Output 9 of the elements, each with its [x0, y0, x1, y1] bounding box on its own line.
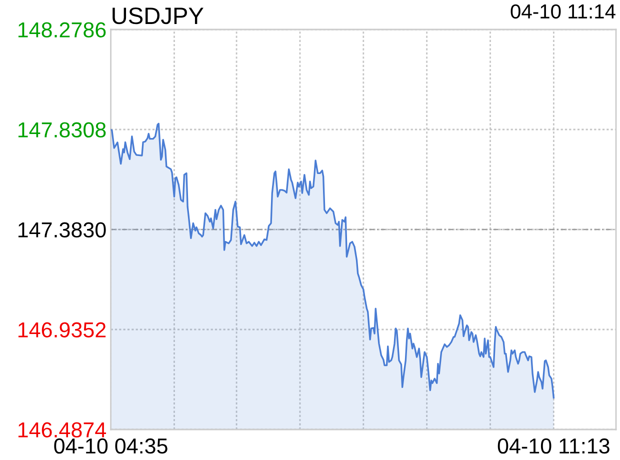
y-tick-label: 147.8308 [18, 122, 106, 138]
x-tick-label: 04-10 04:35 [54, 438, 168, 454]
y-tick-label: 146.9352 [18, 322, 106, 338]
y-tick-label: 148.2786 [18, 22, 106, 38]
chart-title: USDJPY [112, 7, 204, 24]
text: 04-10 11:14 [510, 4, 616, 19]
y-tick-label: 146.4874 [18, 422, 106, 438]
y-tick-label: 147.3830 [18, 222, 106, 238]
x-tick-label: 04-10 11:13 [498, 438, 610, 454]
